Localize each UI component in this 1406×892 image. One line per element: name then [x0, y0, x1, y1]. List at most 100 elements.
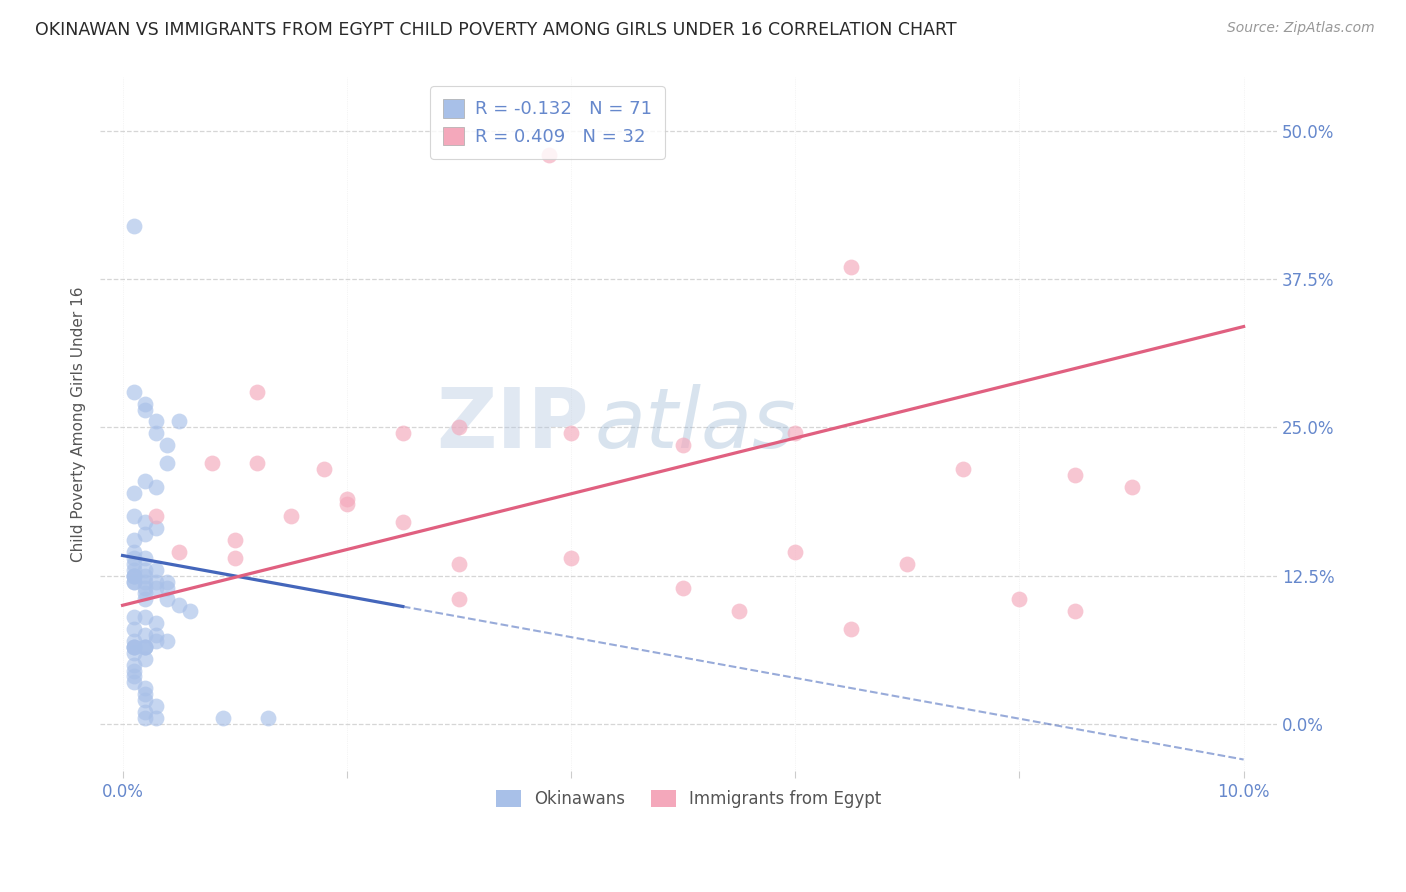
Legend: Okinawans, Immigrants from Egypt: Okinawans, Immigrants from Egypt [489, 783, 887, 815]
Point [1064, 604, 1087, 618]
Point [122, 669, 145, 683]
Point [122, 574, 145, 589]
Point [560, 426, 582, 441]
Point [145, 574, 167, 589]
Point [336, 498, 359, 512]
Point [122, 568, 145, 582]
Point [145, 480, 167, 494]
Point [134, 651, 156, 665]
Point [122, 509, 145, 524]
Point [145, 509, 167, 524]
Point [246, 384, 269, 399]
Point [156, 574, 179, 589]
Point [134, 711, 156, 725]
Point [145, 581, 167, 595]
Text: ZIP: ZIP [436, 384, 589, 465]
Point [672, 581, 695, 595]
Point [134, 693, 156, 707]
Point [134, 516, 156, 530]
Point [839, 622, 862, 636]
Text: atlas: atlas [595, 384, 796, 465]
Point [156, 633, 179, 648]
Point [167, 599, 190, 613]
Point [1064, 467, 1087, 482]
Point [560, 550, 582, 565]
Point [122, 219, 145, 233]
Point [134, 640, 156, 654]
Point [246, 456, 269, 470]
Point [257, 711, 280, 725]
Point [122, 557, 145, 571]
Point [134, 640, 156, 654]
Point [156, 581, 179, 595]
Point [134, 681, 156, 696]
Point [280, 509, 302, 524]
Point [134, 640, 156, 654]
Point [134, 574, 156, 589]
Point [145, 521, 167, 535]
Point [122, 640, 145, 654]
Point [212, 711, 235, 725]
Point [134, 474, 156, 488]
Point [785, 426, 807, 441]
Point [134, 402, 156, 417]
Point [122, 485, 145, 500]
Point [785, 545, 807, 559]
Point [122, 675, 145, 690]
Point [145, 628, 167, 642]
Point [145, 563, 167, 577]
Point [122, 533, 145, 547]
Point [1008, 592, 1031, 607]
Point [839, 260, 862, 275]
Point [134, 527, 156, 541]
Point [134, 610, 156, 624]
Point [896, 557, 918, 571]
Y-axis label: Child Poverty Among Girls Under 16: Child Poverty Among Girls Under 16 [72, 286, 86, 562]
Point [122, 633, 145, 648]
Text: OKINAWAN VS IMMIGRANTS FROM EGYPT CHILD POVERTY AMONG GIRLS UNDER 16 CORRELATION: OKINAWAN VS IMMIGRANTS FROM EGYPT CHILD … [35, 21, 956, 38]
Point [134, 550, 156, 565]
Point [145, 699, 167, 714]
Point [1121, 480, 1143, 494]
Point [134, 397, 156, 411]
Point [122, 622, 145, 636]
Point [447, 557, 470, 571]
Point [122, 568, 145, 582]
Point [156, 592, 179, 607]
Point [447, 420, 470, 434]
Point [392, 426, 415, 441]
Point [156, 438, 179, 452]
Point [672, 438, 695, 452]
Point [392, 516, 415, 530]
Point [167, 414, 190, 428]
Point [134, 705, 156, 719]
Point [122, 657, 145, 672]
Point [122, 384, 145, 399]
Point [201, 456, 224, 470]
Point [122, 568, 145, 582]
Point [728, 604, 751, 618]
Point [145, 414, 167, 428]
Point [167, 545, 190, 559]
Point [314, 462, 336, 476]
Point [122, 640, 145, 654]
Point [224, 550, 246, 565]
Point [145, 711, 167, 725]
Point [134, 563, 156, 577]
Point [336, 491, 359, 506]
Point [179, 604, 201, 618]
Text: Source: ZipAtlas.com: Source: ZipAtlas.com [1227, 21, 1375, 35]
Point [145, 616, 167, 631]
Point [122, 664, 145, 678]
Point [134, 581, 156, 595]
Point [122, 646, 145, 660]
Point [134, 592, 156, 607]
Point [122, 574, 145, 589]
Point [145, 426, 167, 441]
Point [145, 633, 167, 648]
Point [122, 640, 145, 654]
Point [134, 687, 156, 701]
Point [122, 550, 145, 565]
Point [156, 456, 179, 470]
Point [122, 610, 145, 624]
